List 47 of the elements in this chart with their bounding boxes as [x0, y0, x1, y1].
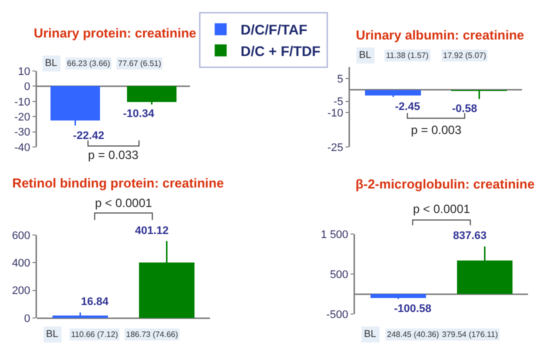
y-tick-label: 0: [24, 81, 30, 94]
data-label: 401.12: [135, 225, 169, 237]
text: BL: [45, 58, 58, 69]
text: 77.67 (6.51): [118, 59, 162, 68]
data-label: -2.45: [395, 101, 420, 113]
y-tick-label: 400: [12, 258, 30, 270]
annotation: p = 0.003: [411, 123, 462, 137]
legend-label: D/C/F/TAF: [240, 22, 308, 38]
text: 66.23 (3.66): [67, 59, 110, 68]
data-label: -100.58: [394, 303, 432, 315]
chart-title: β-2-microglobulin: creatinine: [355, 176, 535, 192]
y-tick-label: 10: [18, 66, 30, 78]
chart-title: Urinary protein: creatinine: [34, 26, 196, 41]
y-tick-label: 1 500: [320, 228, 348, 241]
y-tick-label: 0: [24, 312, 30, 325]
data-label: 16.84: [81, 296, 110, 308]
text: 17.92 (5.07): [443, 51, 486, 60]
text: 110.66 (7.12): [71, 330, 118, 339]
legend-label: D/C + F/TDF: [240, 42, 321, 59]
text: 379.54 (176.11): [442, 330, 498, 339]
data-label: -0.58: [452, 103, 478, 115]
text: BL: [46, 329, 59, 340]
text: BL: [364, 329, 377, 340]
text: p < 0.0001: [95, 196, 152, 210]
text: BL: [359, 50, 372, 61]
y-tick-label: -500: [326, 308, 348, 321]
text: 186.73 (74.66): [126, 330, 178, 339]
chart-title: Urinary albumin: creatinine: [356, 28, 524, 43]
y-tick-label: 500: [330, 268, 348, 281]
y-tick-label: -25: [327, 142, 344, 154]
text: 248.45 (40.36): [387, 330, 440, 339]
y-tick-label: -40: [14, 142, 30, 154]
data-label: 837.63: [453, 230, 487, 242]
y-tick-label: 600: [12, 230, 30, 242]
y-tick-label: -20: [14, 111, 30, 124]
y-tick-label: -30: [14, 126, 30, 139]
y-tick-label: -10: [327, 108, 344, 120]
data-label: -22.42: [73, 130, 104, 142]
y-tick-label: -5: [334, 96, 344, 108]
chart-title: Retinol binding protein: creatinine: [12, 176, 224, 191]
y-tick-label: -10: [14, 96, 30, 108]
data-label: -10.34: [123, 108, 156, 120]
text: p = 0.033: [88, 148, 139, 162]
text: p < 0.0001: [413, 202, 470, 216]
text: 11.38 (1.57): [386, 51, 429, 60]
y-tick-label: 200: [12, 285, 30, 298]
y-tick-label: 5: [337, 73, 344, 86]
